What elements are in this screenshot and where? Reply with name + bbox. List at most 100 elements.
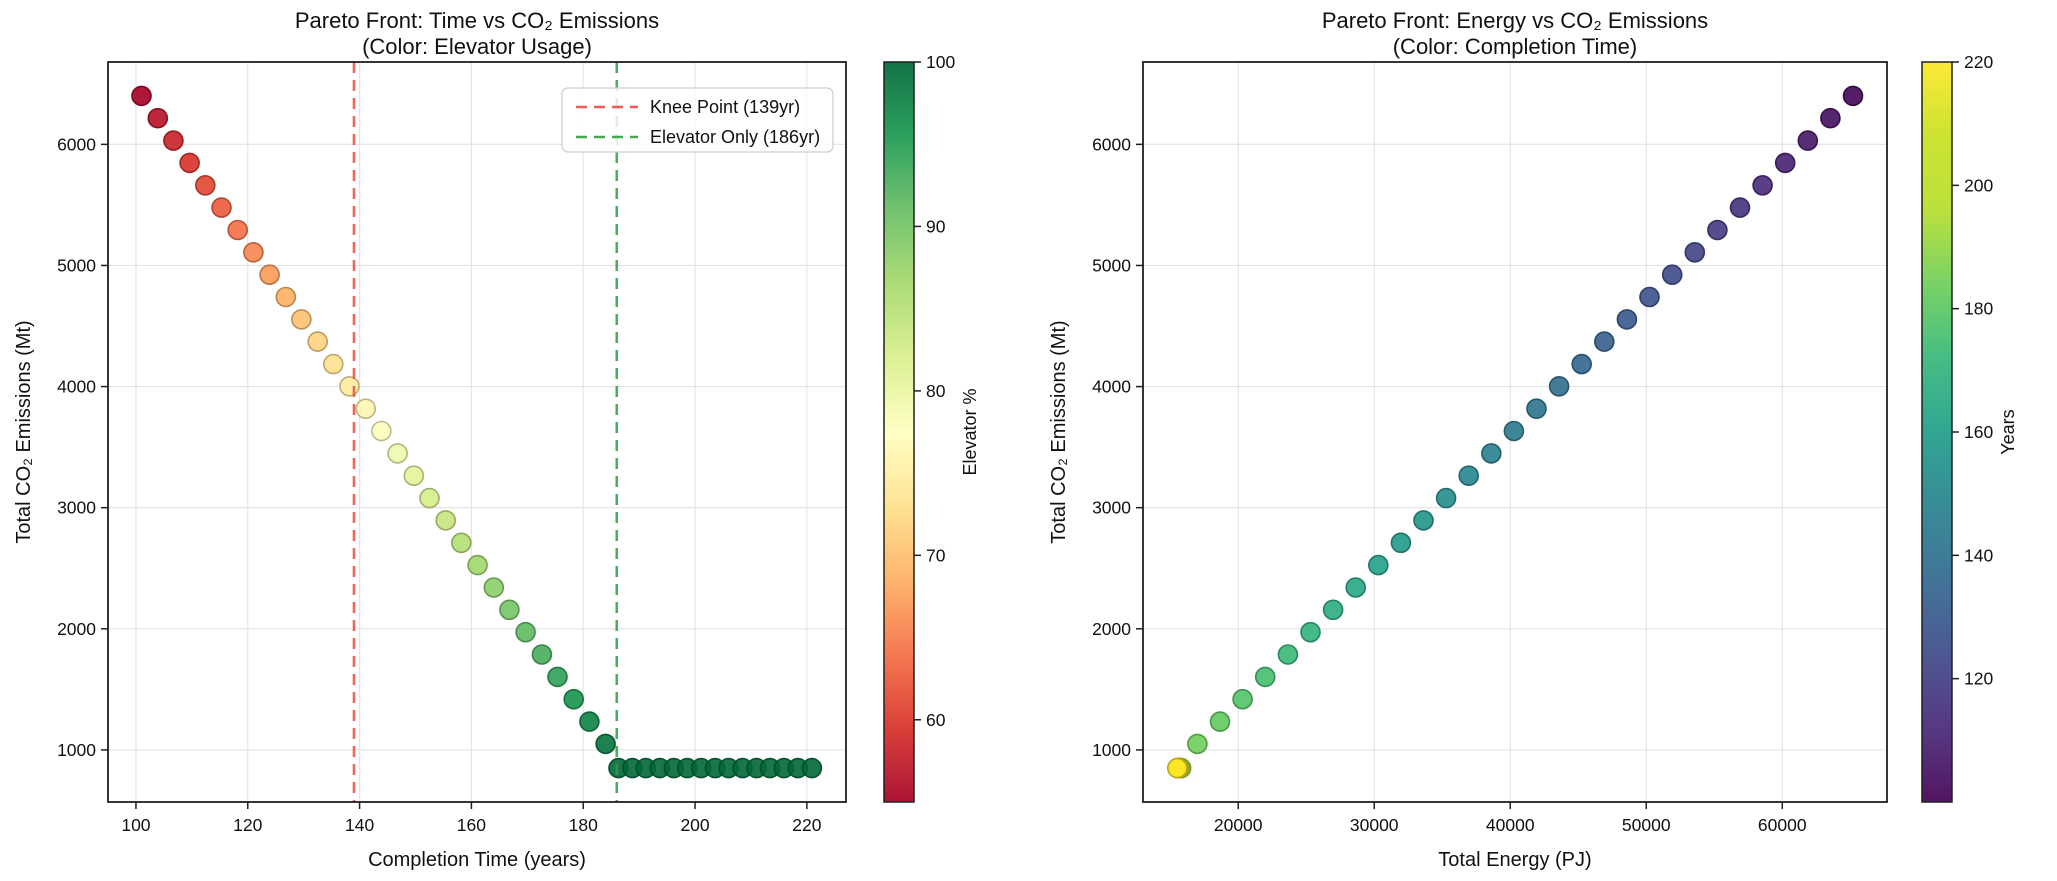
time-vs-co2-chart: 100 120 140 160 180 200 220 1000 2000 3000 4000 500… xyxy=(13,8,980,871)
data-point xyxy=(195,175,216,196)
axes-frame xyxy=(107,61,847,803)
y-tick-label: 4000 xyxy=(1092,377,1131,397)
data-point xyxy=(1167,757,1188,779)
data-point xyxy=(1616,309,1638,330)
data-point xyxy=(1571,353,1592,375)
data-point xyxy=(579,711,600,732)
data-point xyxy=(131,85,152,107)
x-tick-label: 50000 xyxy=(1622,815,1671,835)
data-point xyxy=(275,286,297,308)
x-axis-label: Total Energy (PJ) xyxy=(1438,849,1591,871)
x-tick-label: 140 xyxy=(345,815,374,835)
data-point xyxy=(1594,331,1615,352)
x-tick-label: 100 xyxy=(121,815,150,835)
y-tick-label: 3000 xyxy=(1092,498,1131,518)
colorbar-bar xyxy=(884,62,914,802)
data-point xyxy=(322,353,344,375)
colorbar-tick-label: 220 xyxy=(1964,52,1993,72)
data-point xyxy=(1661,264,1683,286)
y-tick-label: 2000 xyxy=(57,619,96,639)
colorbar-label: Elevator % xyxy=(960,388,980,475)
y-tick-label: 1000 xyxy=(1092,740,1131,760)
data-point xyxy=(355,398,377,420)
data-point xyxy=(291,309,312,330)
data-point xyxy=(515,621,536,643)
data-point xyxy=(387,443,408,464)
chart-title-line1: Pareto Front: Energy vs CO₂ Emissions xyxy=(1322,8,1708,33)
data-point xyxy=(1254,666,1276,688)
data-point xyxy=(483,577,505,598)
data-point xyxy=(531,644,553,665)
colorbar: 120 140 160 180 200 220 Years xyxy=(1921,52,2018,803)
colorbar-tick-label: 120 xyxy=(1964,669,1993,689)
data-point xyxy=(419,487,440,509)
data-point xyxy=(1707,219,1728,241)
data-point xyxy=(259,264,280,286)
x-tick-label: 200 xyxy=(680,815,709,835)
y-tick-label: 6000 xyxy=(1092,134,1131,154)
data-point xyxy=(1503,420,1525,442)
x-tick-label: 180 xyxy=(569,815,598,835)
y-tick-label: 5000 xyxy=(1092,255,1131,275)
chart-title-line1: Pareto Front: Time vs CO₂ Emissions xyxy=(295,8,659,33)
data-point xyxy=(1300,621,1321,643)
x-tick-label: 60000 xyxy=(1758,815,1807,835)
data-point xyxy=(1435,487,1457,509)
x-tick-label: 40000 xyxy=(1486,815,1535,835)
data-point xyxy=(307,331,329,352)
data-point xyxy=(211,197,232,218)
data-point xyxy=(1820,107,1841,129)
data-point xyxy=(435,510,457,531)
data-point xyxy=(1481,443,1502,464)
x-tick-label: 160 xyxy=(457,815,486,835)
axes-frame xyxy=(1142,61,1888,803)
data-point xyxy=(1842,85,1864,107)
data-point xyxy=(1797,130,1819,151)
data-point xyxy=(595,733,616,755)
scatter-series xyxy=(131,85,823,779)
legend: Knee Point (139yr) Elevator Only (186yr) xyxy=(561,87,834,153)
data-point xyxy=(1413,510,1434,531)
y-tick-label: 6000 xyxy=(57,134,96,154)
data-point xyxy=(499,599,520,621)
data-point xyxy=(1458,465,1479,487)
data-point xyxy=(1209,711,1231,732)
data-point xyxy=(801,757,823,779)
data-point xyxy=(1232,688,1253,710)
y-axis-label: Total CO₂ Emissions (Mt) xyxy=(13,320,35,543)
x-tick-label: 30000 xyxy=(1350,815,1399,835)
data-point xyxy=(467,554,488,576)
colorbar-tick-label: 70 xyxy=(926,545,946,565)
data-point xyxy=(1752,175,1773,196)
data-point xyxy=(1322,599,1344,621)
data-point xyxy=(403,465,425,487)
y-tick-label: 2000 xyxy=(1092,619,1131,639)
colorbar-tick-label: 100 xyxy=(926,52,955,72)
y-tick-label: 3000 xyxy=(57,498,96,518)
legend-entry-label: Elevator Only (186yr) xyxy=(650,127,820,147)
data-point xyxy=(1684,242,1706,263)
data-point xyxy=(1187,733,1208,755)
data-point xyxy=(1639,286,1660,308)
data-point xyxy=(243,242,264,263)
colorbar-tick-label: 140 xyxy=(1964,545,1993,565)
x-tick-label: 20000 xyxy=(1214,815,1263,835)
y-tick-label: 4000 xyxy=(57,377,96,397)
y-tick-label: 5000 xyxy=(57,255,96,275)
colorbar: 60 70 80 90 100 Elevator % xyxy=(883,52,980,803)
data-point xyxy=(1548,375,1570,397)
data-point xyxy=(1368,554,1389,576)
chart-title-line2: (Color: Completion Time) xyxy=(1393,34,1638,59)
data-point xyxy=(1774,152,1796,174)
data-point xyxy=(179,152,200,174)
colorbar-label: Years xyxy=(1998,409,2018,454)
energy-vs-co2-chart: 20000 30000 40000 50000 60000 1000 2000 3000 400… xyxy=(1048,8,2018,871)
y-axis-label: Total CO₂ Emissions (Mt) xyxy=(1048,320,1070,543)
colorbar-frame xyxy=(883,61,915,803)
data-point xyxy=(1390,532,1412,554)
colorbar-tick-label: 60 xyxy=(926,710,946,730)
x-tick-label: 120 xyxy=(233,815,262,835)
data-point xyxy=(563,688,585,710)
colorbar-tick-label: 180 xyxy=(1964,299,1993,319)
